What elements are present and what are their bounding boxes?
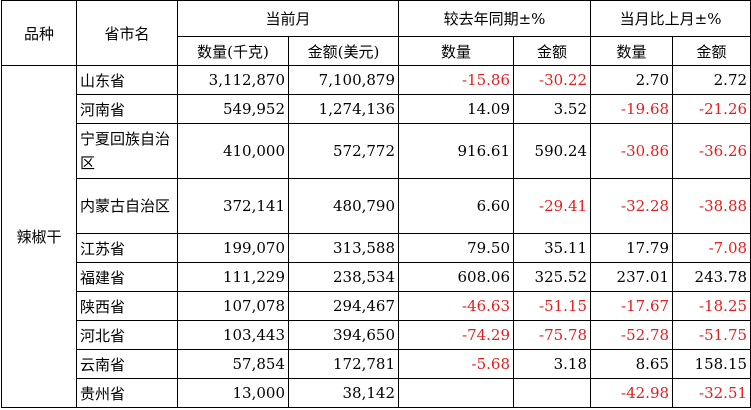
quantity-cell: 111,229 [177,262,289,292]
yoy-amount-cell: -30.22 [513,65,592,95]
yoy-amount-cell: 35.11 [513,233,592,263]
province-cell: 山东省 [76,65,178,95]
mom-quantity-cell: -17.67 [590,291,674,321]
category-cell: 辣椒干 [1,65,77,408]
quantity-cell: 107,078 [177,291,289,321]
quantity-cell: 57,854 [177,349,289,379]
yoy-quantity-cell: 79.50 [398,233,515,263]
yoy-amount-cell [513,378,592,408]
amount-cell: 1,274,136 [287,94,400,124]
yoy-amount-cell: 3.18 [513,349,592,379]
yoy-quantity-cell [398,378,515,408]
amount-cell: 394,650 [287,320,400,350]
province-cell: 宁夏回族自治区 [76,123,178,179]
header-mom-quantity: 数量 [590,36,674,66]
quantity-cell: 549,952 [177,94,289,124]
yoy-quantity-cell: -15.86 [398,65,515,95]
province-cell: 河北省 [76,320,178,350]
mom-quantity-cell: -19.68 [590,94,674,124]
yoy-amount-cell: 590.24 [513,123,592,179]
table-row: 内蒙古自治区 372,141 480,790 6.60 -29.41 -32.28 -38.… [2,178,751,234]
header-yoy-amount: 金额 [513,36,592,66]
province-cell: 河南省 [76,94,178,124]
table-row: 辣椒干 山东省 3,112,870 7,100,879 -15.86 -30.22 2.70… [1,65,751,408]
province-cell: 福建省 [76,262,178,292]
header-mom-amount: 金额 [672,36,751,66]
quantity-cell: 199,070 [177,233,289,263]
yoy-quantity-cell: -46.63 [398,291,515,321]
header-quantity: 数量(千克) [177,36,289,66]
province-cell: 内蒙古自治区 [76,178,178,234]
yoy-quantity-cell: -74.29 [398,320,515,350]
mom-quantity-cell: -42.98 [590,378,674,408]
table-row: 江苏省 199,070 313,588 79.50 35.11 17.79 -7.08 [2,233,751,263]
mom-amount-cell: -51.75 [672,320,751,350]
amount-cell: 572,772 [287,123,400,179]
yoy-amount-cell: 3.52 [513,94,592,124]
header-row-2: 数量(千克) 金额(美元) 数量 金额 数量 金额 [2,36,751,66]
province-cell: 贵州省 [76,378,178,408]
mom-quantity-cell: 237.01 [590,262,674,292]
mom-quantity-cell: 8.65 [590,349,674,379]
yoy-quantity-cell: 14.09 [398,94,515,124]
mom-quantity-cell: 17.79 [590,233,674,263]
mom-amount-cell: -38.88 [672,178,751,234]
table-row: 陕西省 107,078 294,467 -46.63 -51.15 -17.67 -18.2… [2,291,751,321]
amount-cell: 313,588 [287,233,400,263]
table-row: 云南省 57,854 172,781 -5.68 3.18 8.65 158.15 [2,349,751,379]
mom-amount-cell: 158.15 [672,349,751,379]
header-amount: 金额(美元) [287,36,400,66]
quantity-cell: 410,000 [177,123,289,179]
header-yoy-quantity: 数量 [398,36,515,66]
mom-amount-cell: 243.78 [672,262,751,292]
amount-cell: 294,467 [287,291,400,321]
yoy-quantity-cell: 608.06 [398,262,515,292]
header-mom: 当月比上月±% [590,0,751,37]
header-variety: 品种 [1,0,77,66]
yoy-amount-cell: 325.52 [513,262,592,292]
quantity-cell: 13,000 [177,378,289,408]
table-row: 福建省 111,229 238,534 608.06 325.52 237.01 243.7… [2,262,751,292]
mom-amount-cell: -32.51 [672,378,751,408]
header-current-month: 当前月 [176,0,400,37]
yoy-quantity-cell: -5.68 [398,349,515,379]
mom-amount-cell: 2.72 [672,65,751,95]
province-cell: 江苏省 [76,233,178,263]
mom-quantity-cell: -32.28 [590,178,674,234]
yoy-amount-cell: -51.15 [513,291,592,321]
table-row: 贵州省 13,000 38,142 -42.98 -32.51 [2,378,751,408]
amount-cell: 172,781 [287,349,400,379]
header-yoy: 较去年同期±% [398,0,592,37]
mom-quantity-cell: 2.70 [590,65,674,95]
quantity-cell: 103,443 [177,320,289,350]
header-province: 省市名 [76,0,178,66]
mom-quantity-cell: -52.78 [590,320,674,350]
table-row: 河北省 103,443 394,650 -74.29 -75.78 -52.78 -51.7… [2,320,751,350]
header-row-1: 品种 省市名 当前月 较去年同期±% 当月比上月±% [1,0,751,66]
mom-amount-cell: -36.26 [672,123,751,179]
table-row: 河南省 549,952 1,274,136 14.09 3.52 -19.68 -21.26 [2,94,751,124]
mom-quantity-cell: -30.86 [590,123,674,179]
amount-cell: 38,142 [287,378,400,408]
amount-cell: 480,790 [287,178,400,234]
amount-cell: 238,534 [287,262,400,292]
yoy-quantity-cell: 916.61 [398,123,515,179]
table-row: 宁夏回族自治区 410,000 572,772 916.61 590.24 -30.86-… [2,123,751,179]
quantity-cell: 3,112,870 [177,65,289,95]
province-cell: 云南省 [76,349,178,379]
quantity-cell: 372,141 [177,178,289,234]
mom-amount-cell: -18.25 [672,291,751,321]
yoy-quantity-cell: 6.60 [398,178,515,234]
yoy-amount-cell: -29.41 [513,178,592,234]
province-cell: 陕西省 [76,291,178,321]
mom-amount-cell: -7.08 [672,233,751,263]
mom-amount-cell: -21.26 [672,94,751,124]
amount-cell: 7,100,879 [287,65,400,95]
yoy-amount-cell: -75.78 [513,320,592,350]
